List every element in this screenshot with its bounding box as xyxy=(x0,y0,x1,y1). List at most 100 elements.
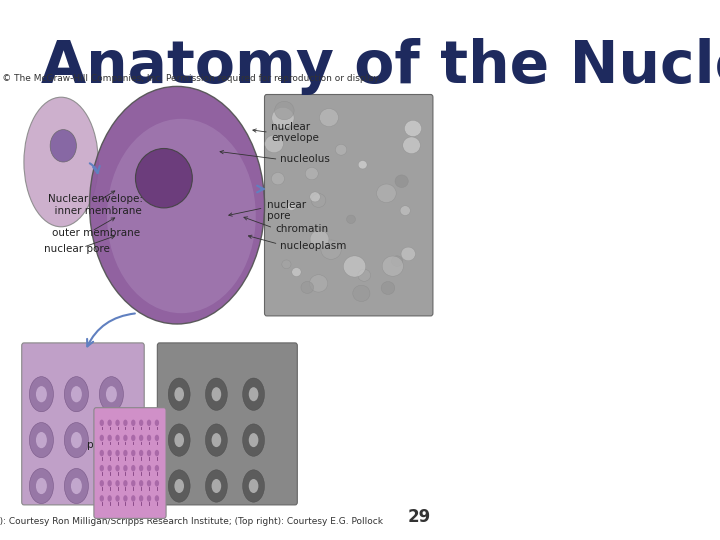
Ellipse shape xyxy=(147,420,151,426)
Ellipse shape xyxy=(99,422,123,457)
Ellipse shape xyxy=(99,468,123,503)
Ellipse shape xyxy=(115,435,120,441)
Ellipse shape xyxy=(30,377,53,411)
Ellipse shape xyxy=(30,422,53,457)
Ellipse shape xyxy=(131,435,135,441)
Ellipse shape xyxy=(99,377,123,411)
Ellipse shape xyxy=(301,281,314,293)
FancyBboxPatch shape xyxy=(22,343,144,505)
Ellipse shape xyxy=(64,422,89,457)
Text: (Bottom): Courtesy Ron Milligan/Scripps Research Institute; (Top right): Courtes: (Bottom): Courtesy Ron Milligan/Scripps … xyxy=(0,517,382,526)
Ellipse shape xyxy=(139,450,143,456)
Ellipse shape xyxy=(107,420,112,426)
Ellipse shape xyxy=(106,386,117,402)
Ellipse shape xyxy=(168,470,190,502)
Ellipse shape xyxy=(139,495,143,502)
Ellipse shape xyxy=(71,386,82,402)
Ellipse shape xyxy=(107,465,112,471)
Ellipse shape xyxy=(147,495,151,502)
Ellipse shape xyxy=(147,465,151,471)
Ellipse shape xyxy=(115,480,120,487)
Ellipse shape xyxy=(343,256,366,277)
Ellipse shape xyxy=(174,479,184,493)
Ellipse shape xyxy=(139,480,143,487)
Ellipse shape xyxy=(310,230,329,248)
Ellipse shape xyxy=(155,435,159,441)
Text: Anatomy of the Nucleus: Anatomy of the Nucleus xyxy=(42,38,720,95)
Ellipse shape xyxy=(99,495,104,502)
Ellipse shape xyxy=(115,495,120,502)
Ellipse shape xyxy=(106,432,117,448)
Ellipse shape xyxy=(139,435,143,441)
Ellipse shape xyxy=(174,433,184,447)
Ellipse shape xyxy=(359,160,367,169)
Ellipse shape xyxy=(115,465,120,471)
Ellipse shape xyxy=(36,478,47,494)
Ellipse shape xyxy=(89,86,264,324)
FancyBboxPatch shape xyxy=(94,408,166,518)
FancyBboxPatch shape xyxy=(158,343,297,505)
Ellipse shape xyxy=(115,450,120,456)
Ellipse shape xyxy=(36,386,47,402)
Ellipse shape xyxy=(99,465,104,471)
Ellipse shape xyxy=(382,256,403,276)
Ellipse shape xyxy=(123,465,127,471)
Ellipse shape xyxy=(174,387,184,401)
Text: nuclear
pore: nuclear pore xyxy=(266,200,306,221)
Ellipse shape xyxy=(155,465,159,471)
Ellipse shape xyxy=(107,435,112,441)
Text: nucleoplasm: nucleoplasm xyxy=(280,241,346,251)
Ellipse shape xyxy=(212,387,221,401)
Ellipse shape xyxy=(50,130,76,162)
Ellipse shape xyxy=(99,420,104,426)
Ellipse shape xyxy=(243,378,264,410)
Ellipse shape xyxy=(107,450,112,456)
Ellipse shape xyxy=(155,480,159,487)
Ellipse shape xyxy=(147,480,151,487)
Ellipse shape xyxy=(392,256,402,266)
Ellipse shape xyxy=(106,478,117,494)
Ellipse shape xyxy=(205,424,228,456)
Ellipse shape xyxy=(400,206,410,215)
Ellipse shape xyxy=(271,172,284,185)
Text: Copyright © The McGraw-Hill Companies, Inc. Permission required for reproduction: Copyright © The McGraw-Hill Companies, I… xyxy=(0,74,381,83)
Ellipse shape xyxy=(64,468,89,503)
Ellipse shape xyxy=(311,193,326,207)
Ellipse shape xyxy=(155,450,159,456)
Ellipse shape xyxy=(274,102,294,120)
Ellipse shape xyxy=(320,109,338,126)
Ellipse shape xyxy=(243,470,264,502)
Ellipse shape xyxy=(131,465,135,471)
Ellipse shape xyxy=(358,269,371,281)
FancyBboxPatch shape xyxy=(264,94,433,316)
Ellipse shape xyxy=(310,192,320,202)
Ellipse shape xyxy=(305,167,318,180)
Text: 29: 29 xyxy=(408,509,431,526)
Text: nuclear
envelope: nuclear envelope xyxy=(271,122,319,143)
Ellipse shape xyxy=(205,378,228,410)
Ellipse shape xyxy=(131,420,135,426)
Ellipse shape xyxy=(205,470,228,502)
Text: nuclear pore: nuclear pore xyxy=(44,245,109,254)
Ellipse shape xyxy=(123,420,127,426)
Ellipse shape xyxy=(71,432,82,448)
Text: nucleolus: nucleolus xyxy=(280,154,330,164)
Ellipse shape xyxy=(139,465,143,471)
Ellipse shape xyxy=(321,240,341,259)
Ellipse shape xyxy=(287,202,296,211)
Ellipse shape xyxy=(99,480,104,487)
Ellipse shape xyxy=(99,450,104,456)
Ellipse shape xyxy=(395,175,408,187)
Ellipse shape xyxy=(265,135,284,153)
Ellipse shape xyxy=(123,450,127,456)
Ellipse shape xyxy=(248,387,258,401)
Ellipse shape xyxy=(71,478,82,494)
Ellipse shape xyxy=(24,97,98,227)
Ellipse shape xyxy=(155,420,159,426)
Ellipse shape xyxy=(377,184,396,202)
Text: phospholipid: phospholipid xyxy=(87,441,154,450)
Ellipse shape xyxy=(123,495,127,502)
Ellipse shape xyxy=(147,435,151,441)
Text: Nuclear envelope:
  inner membrane: Nuclear envelope: inner membrane xyxy=(48,194,143,216)
Ellipse shape xyxy=(99,435,104,441)
